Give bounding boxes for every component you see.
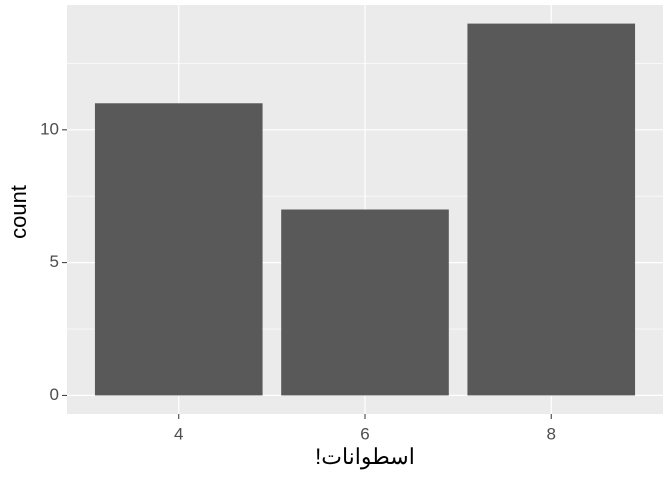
x-tick-label: 8 [547,424,556,443]
y-axis-label: count [6,185,31,239]
bar [467,23,636,396]
x-tick-label: 4 [174,424,183,443]
bar [94,103,263,396]
x-axis-label: اسطوانات! [315,444,415,470]
bar [281,209,449,396]
y-tick-label: 5 [50,252,59,271]
y-tick-label: 0 [50,385,59,404]
x-tick-label: 6 [360,424,369,443]
y-tick-label: 10 [40,119,59,138]
